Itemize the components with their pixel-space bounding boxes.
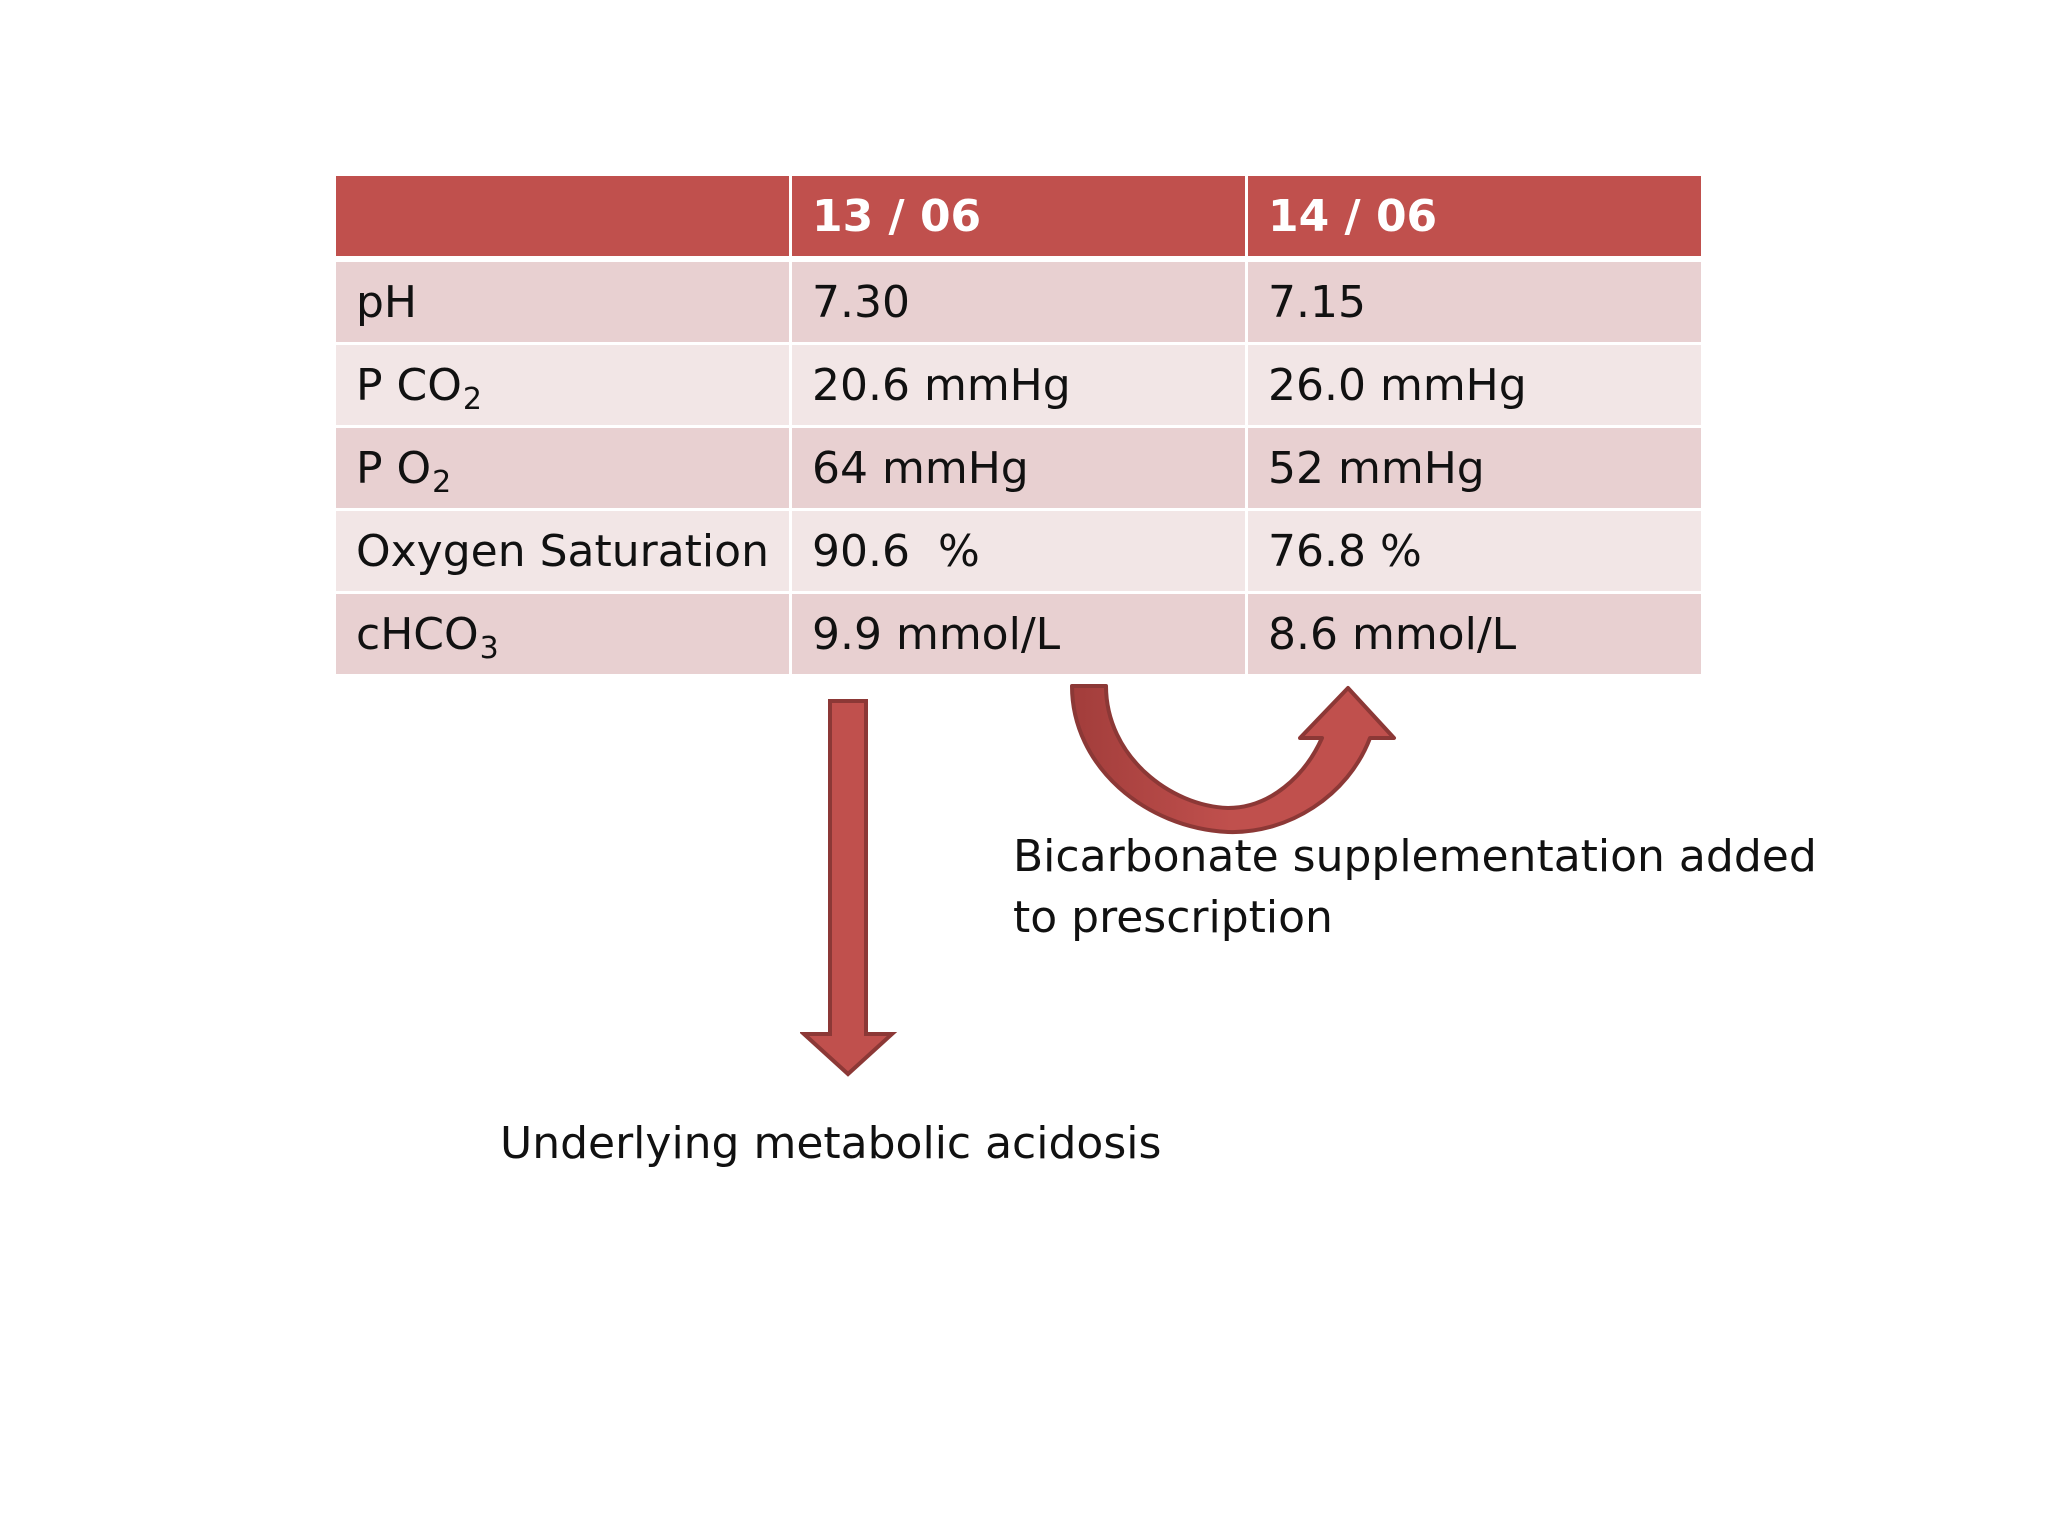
row-value-day2: 26.0 mmHg — [1248, 345, 1701, 425]
bicarbonate-caption-line-2: to prescription — [1013, 892, 1333, 943]
row-label-text: Oxygen Saturation — [356, 525, 769, 577]
table-row-ph: pH 7.30 7.15 — [336, 262, 1701, 342]
bicarbonate-caption-line-1: Bicarbonate supplementation added — [1013, 831, 1817, 882]
row-value-day1: 64 mmHg — [792, 428, 1245, 508]
table-row-chco3: cHCO 3 9.9 mmol/L 8.6 mmol/L — [336, 594, 1701, 674]
row-value-day1: 7.30 — [792, 262, 1245, 342]
table-row-pco2: P CO 2 20.6 mmHg 26.0 mmHg — [336, 345, 1701, 425]
row-value-day2: 7.15 — [1248, 262, 1701, 342]
row-value-day1: 20.6 mmHg — [792, 345, 1245, 425]
row-label: P CO 2 — [336, 345, 789, 425]
table-header-row: 13 / 06 14 / 06 — [336, 176, 1701, 256]
header-cell-date-1: 13 / 06 — [792, 176, 1245, 256]
row-label-text: P O — [356, 442, 432, 494]
acidosis-caption: Underlying metabolic acidosis — [500, 1118, 1162, 1169]
bicarbonate-caption: Bicarbonate supplementation added to pre… — [1013, 826, 1817, 948]
header-cell-date-2: 14 / 06 — [1248, 176, 1701, 256]
table-row-oxygen-saturation: Oxygen Saturation 90.6 % 76.8 % — [336, 511, 1701, 591]
down-arrow-icon — [800, 699, 898, 1077]
row-label-subscript: 3 — [479, 630, 499, 666]
row-label-subscript: 2 — [462, 381, 482, 417]
row-label: pH — [336, 262, 789, 342]
curved-up-arrow-icon — [1070, 684, 1396, 835]
row-value-day2: 76.8 % — [1248, 511, 1701, 591]
row-value-day2: 52 mmHg — [1248, 428, 1701, 508]
row-value-day1: 90.6 % — [792, 511, 1245, 591]
header-cell-empty — [336, 176, 789, 256]
row-label: cHCO 3 — [336, 594, 789, 674]
row-label-text: P CO — [356, 359, 462, 411]
row-value-day1: 9.9 mmol/L — [792, 594, 1245, 674]
row-label-text: pH — [356, 276, 418, 328]
row-label: Oxygen Saturation — [336, 511, 789, 591]
row-label-subscript: 2 — [432, 464, 452, 500]
row-label-text: cHCO — [356, 608, 479, 660]
row-value-day2: 8.6 mmol/L — [1248, 594, 1701, 674]
